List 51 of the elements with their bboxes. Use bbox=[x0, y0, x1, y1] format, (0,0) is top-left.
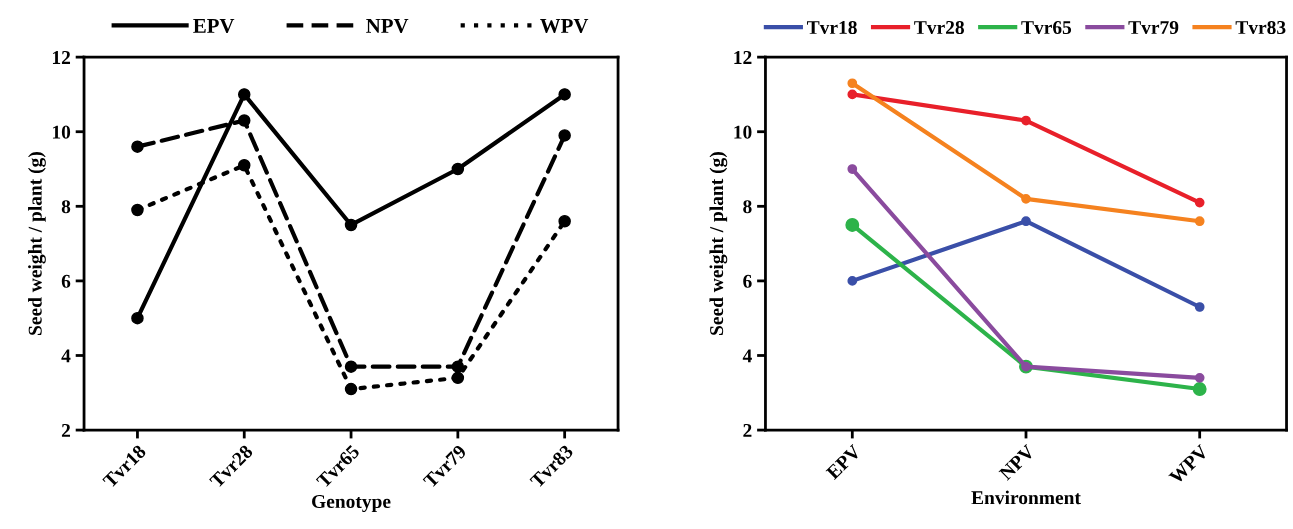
point bbox=[237, 159, 251, 172]
y-tick-label: 8 bbox=[743, 200, 752, 214]
legend-label: Tvr65 bbox=[1021, 20, 1072, 35]
point bbox=[344, 382, 358, 396]
legend-label: Tvr28 bbox=[914, 20, 964, 35]
y-tick-label: 2 bbox=[743, 423, 752, 437]
point bbox=[1192, 382, 1207, 396]
point bbox=[845, 218, 860, 232]
point bbox=[1194, 197, 1205, 208]
legend-label: EPV bbox=[193, 19, 235, 34]
y-tick-label: 6 bbox=[61, 274, 71, 288]
point bbox=[847, 78, 858, 89]
y-axis-title: Seed weight / plant (g) bbox=[709, 152, 728, 335]
y-tick-label: 10 bbox=[52, 125, 71, 139]
legend-label: Tvr83 bbox=[1235, 20, 1286, 35]
point bbox=[847, 276, 858, 286]
point bbox=[344, 360, 358, 373]
point bbox=[131, 203, 144, 217]
legend-label: NPV bbox=[366, 19, 409, 34]
point bbox=[237, 88, 251, 101]
y-tick-label: 2 bbox=[61, 423, 71, 437]
y-tick-label: 4 bbox=[742, 349, 752, 363]
point bbox=[131, 311, 144, 325]
y-tick-label: 6 bbox=[743, 274, 752, 288]
legend-label: Tvr18 bbox=[807, 20, 857, 35]
point bbox=[237, 114, 251, 127]
x-axis-title: Environment bbox=[971, 490, 1081, 505]
y-tick-label: 10 bbox=[734, 125, 752, 139]
point bbox=[1021, 216, 1031, 227]
point bbox=[451, 162, 465, 176]
point bbox=[1194, 216, 1205, 227]
point bbox=[451, 371, 465, 385]
point bbox=[1021, 193, 1031, 204]
point bbox=[558, 129, 571, 142]
point bbox=[1194, 302, 1205, 312]
point bbox=[558, 88, 571, 101]
legend-label: WPV bbox=[540, 19, 589, 34]
point bbox=[1021, 115, 1031, 126]
point bbox=[847, 89, 858, 100]
point bbox=[344, 218, 358, 232]
point bbox=[558, 214, 571, 228]
point bbox=[847, 164, 858, 174]
point bbox=[1194, 373, 1205, 383]
x-axis-title: Genotype bbox=[312, 494, 391, 513]
y-tick-label: 8 bbox=[61, 200, 71, 214]
point bbox=[131, 140, 144, 153]
y-tick-label: 4 bbox=[61, 349, 71, 363]
y-tick-label: 12 bbox=[52, 51, 71, 64]
y-tick-label: 12 bbox=[734, 51, 752, 64]
legend-label: Tvr79 bbox=[1128, 20, 1179, 35]
y-axis-title: Seed weight / plant (g) bbox=[28, 152, 46, 335]
